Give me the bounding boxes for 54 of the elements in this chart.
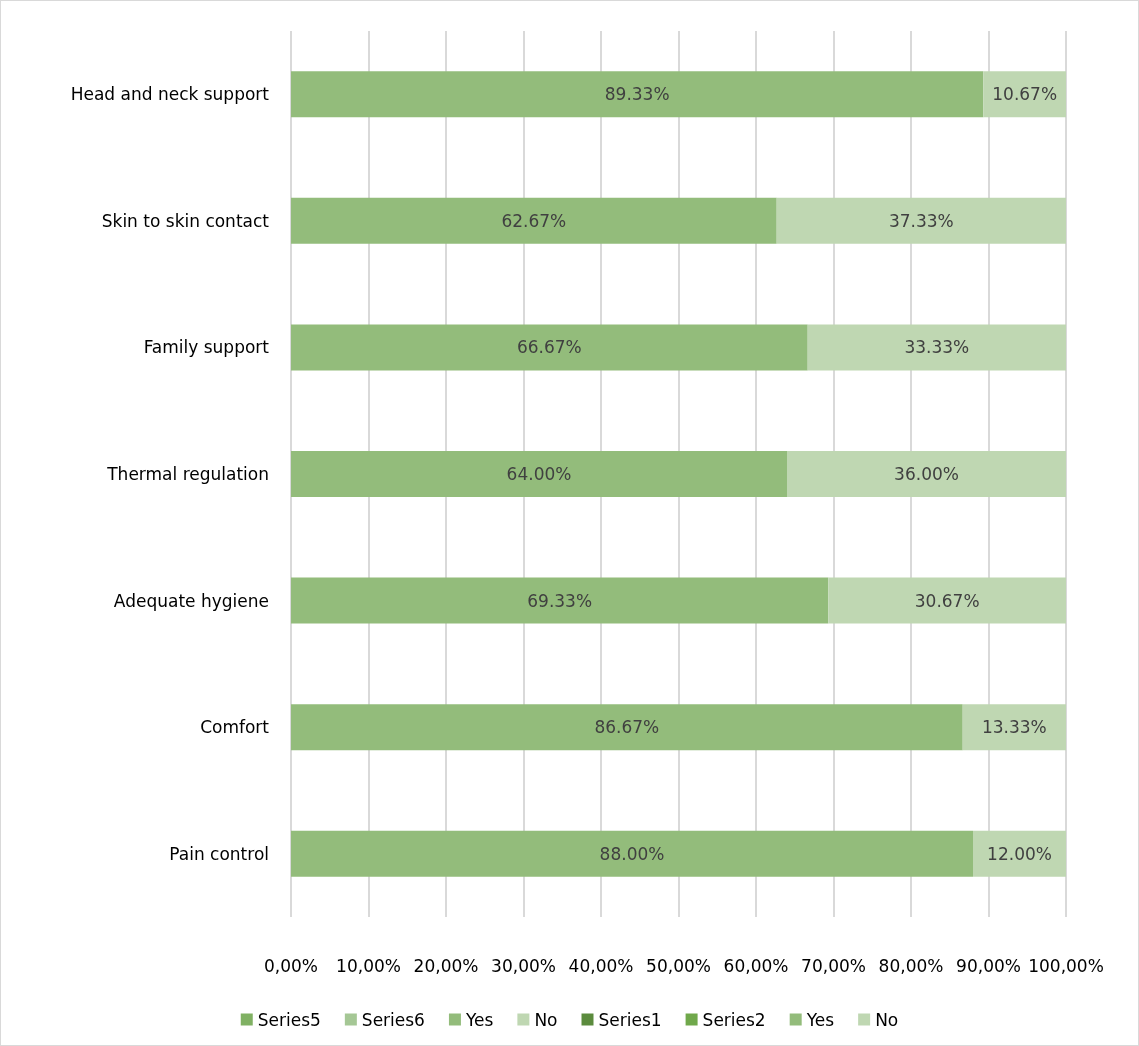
x-tick-label: 90,00% [956,955,1021,976]
x-tick-label: 80,00% [878,955,944,976]
bar [291,704,963,751]
bar [291,577,829,624]
y-tick-label: Comfort [200,717,270,738]
data-label: 88.00% [599,843,665,864]
data-label: 37.33% [888,210,954,231]
y-tick-label: Adequate hygiene [113,590,269,611]
y-tick-label: Head and neck support [70,84,270,105]
bar [983,71,1066,118]
data-label: 69.33% [527,590,593,611]
data-label: 64.00% [506,464,572,484]
bar [807,324,1066,371]
legend-label: No [875,1009,899,1030]
bar [787,451,1066,497]
x-tick-label: 0,00% [263,955,319,976]
data-label: 13.33% [981,717,1047,738]
data-label: 89.33% [604,84,670,105]
legend-label: No [534,1009,558,1030]
bar [962,704,1066,751]
bar [291,324,808,371]
data-label: 86.67% [594,717,660,738]
legend-label: Series5 [257,1009,321,1030]
bar [291,830,973,877]
data-label: 12.00% [987,843,1052,864]
bar [776,197,1066,244]
data-label: 33.33% [904,337,970,358]
y-tick-label: Family support [143,337,270,358]
legend-label: Series6 [361,1009,425,1030]
data-label: 66.67% [516,337,582,358]
x-tick-label: 30,00% [491,955,556,976]
data-label: 30.67% [914,590,980,611]
legend-label: Series2 [702,1009,766,1030]
x-tick-label: 50,00% [646,955,711,976]
legend-label: Series1 [598,1009,662,1030]
x-tick-label: 100,00% [1028,955,1104,976]
y-tick-label: Skin to skin contact [101,210,270,231]
x-tick-label: 40,00% [568,955,634,976]
legend-label: Yes [464,1009,494,1030]
x-tick-label: 60,00% [723,955,789,976]
bar [973,830,1066,877]
y-tick-label: Pain control [169,843,269,864]
legend-label: Yes [805,1009,835,1030]
y-tick-label: Thermal regulation [106,464,269,484]
x-tick-label: 20,00% [413,955,479,976]
x-tick-label: 70,00% [801,955,866,976]
x-tick-label: 10,00% [336,955,401,976]
bar [828,577,1066,624]
data-label: 36.00% [894,464,959,484]
bar [291,71,984,118]
bar [291,451,787,497]
data-label: 62.67% [501,210,567,231]
bar [291,197,777,244]
data-label: 10.67% [992,84,1058,105]
